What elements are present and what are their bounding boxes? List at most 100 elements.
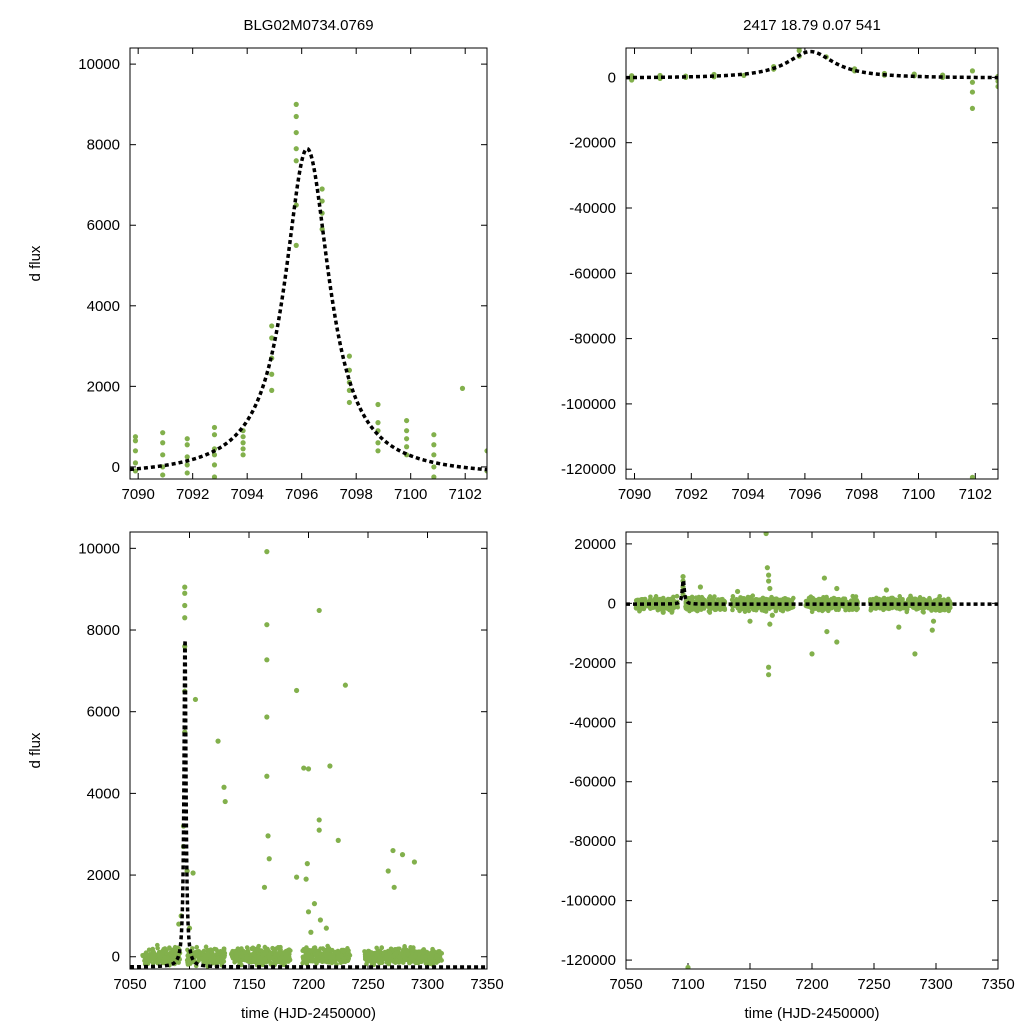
data-point <box>264 773 270 779</box>
data-point <box>767 621 773 627</box>
data-point <box>629 77 635 83</box>
data-point <box>319 198 325 204</box>
data-point <box>896 624 902 630</box>
data-point-dense <box>816 596 822 602</box>
data-point-dense <box>900 596 905 602</box>
data-point <box>399 852 406 858</box>
data-point <box>176 921 182 927</box>
data-point <box>796 48 802 51</box>
panel-title-event-id: BLG02M0734.0769 <box>243 17 373 34</box>
data-point-dense <box>368 952 374 958</box>
data-point-dense <box>347 953 353 958</box>
data-point <box>969 105 976 112</box>
data-point <box>294 687 300 694</box>
data-point-dense <box>271 948 277 954</box>
data-point-dense <box>904 609 910 615</box>
data-point-dense <box>304 953 309 959</box>
data-point <box>211 432 218 438</box>
data-point-dense <box>221 946 227 952</box>
data-point <box>240 452 246 458</box>
data-point <box>411 859 418 865</box>
data-point-dense <box>633 605 639 611</box>
data-point <box>431 442 437 448</box>
data-point <box>767 585 773 592</box>
data-point <box>304 861 310 867</box>
data-point-dense <box>157 952 163 958</box>
data-point <box>969 68 976 74</box>
data-point <box>385 868 391 874</box>
data-point <box>269 323 275 329</box>
data-point <box>404 436 410 442</box>
data-point-dense <box>257 956 263 961</box>
data-point-dense <box>759 607 765 613</box>
data-point <box>132 438 139 444</box>
data-point <box>311 901 318 907</box>
data-point-dense <box>275 945 281 950</box>
y-tick-label: -60000 <box>569 265 616 282</box>
x-tick-label: 7150 <box>733 976 766 993</box>
y-tick-label: -40000 <box>569 714 616 731</box>
data-point-dense <box>850 607 855 612</box>
data-point-dense <box>803 598 809 604</box>
data-point-dense <box>897 594 903 599</box>
data-point <box>240 446 246 452</box>
data-point-dense <box>730 594 736 599</box>
data-point-dense <box>346 948 351 953</box>
data-point <box>346 387 352 393</box>
data-point <box>391 884 397 890</box>
data-point-dense <box>203 944 209 950</box>
model-curve <box>626 578 998 606</box>
data-point-dense <box>431 949 437 955</box>
data-point <box>222 798 228 805</box>
data-point-dense <box>196 948 202 954</box>
data-point-dense <box>692 605 698 610</box>
data-point <box>266 856 272 862</box>
data-point-dense <box>401 953 406 958</box>
data-point <box>404 444 410 450</box>
data-point-dense <box>402 945 407 950</box>
data-point-dense <box>401 960 406 965</box>
y-tick-label: 2000 <box>87 867 120 884</box>
data-point-dense <box>300 960 305 966</box>
data-point <box>132 468 139 474</box>
data-point-dense <box>836 606 841 611</box>
data-point-dense <box>304 960 310 965</box>
data-point <box>308 929 314 935</box>
data-point-dense <box>937 608 943 614</box>
data-point-dense <box>890 597 895 602</box>
data-point-dense <box>810 605 815 610</box>
data-point-dense <box>423 954 428 960</box>
data-point <box>766 572 772 578</box>
data-point <box>969 474 976 479</box>
data-point <box>969 79 976 85</box>
model-curve <box>130 146 487 472</box>
y-axis-label-bottom: d flux <box>27 732 44 768</box>
y-tick-label: 10000 <box>78 540 120 557</box>
data-point-dense <box>169 957 175 962</box>
data-point-dense <box>230 948 235 954</box>
data-point-dense <box>274 958 279 964</box>
data-point <box>375 440 381 446</box>
x-tick-label: 7100 <box>394 486 427 503</box>
data-point-dense <box>324 955 330 960</box>
y-tick-label: 2000 <box>87 378 120 395</box>
data-point <box>132 448 139 454</box>
data-point <box>375 420 381 426</box>
data-point-dense <box>665 596 671 602</box>
data-point <box>160 472 166 478</box>
data-point-dense <box>194 944 200 950</box>
data-point <box>316 607 322 614</box>
data-point-dense <box>408 954 414 959</box>
data-point <box>766 578 772 584</box>
y-tick-label: -20000 <box>569 135 616 152</box>
x-axis-label-bottom-left: time (HJD-2450000) <box>241 1005 376 1022</box>
data-point <box>317 917 323 923</box>
data-point-dense <box>387 953 392 959</box>
x-tick-label: 7094 <box>731 486 764 503</box>
data-point-dense <box>262 951 267 957</box>
plot-area <box>626 48 998 479</box>
data-point <box>264 622 270 628</box>
data-point <box>184 868 190 874</box>
data-point <box>327 763 333 769</box>
x-tick-label: 7150 <box>232 976 265 993</box>
